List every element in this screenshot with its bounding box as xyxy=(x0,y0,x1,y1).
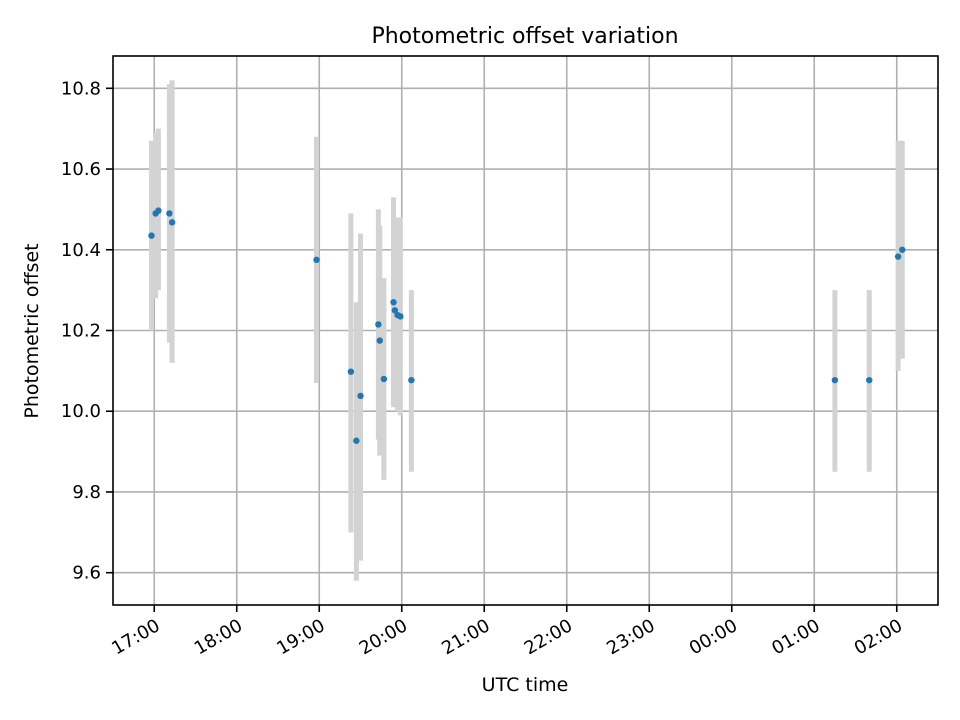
chart-title: Photometric offset variation xyxy=(371,24,678,49)
data-point xyxy=(166,210,173,217)
x-tick-label: 21:00 xyxy=(438,615,493,659)
point-layer xyxy=(148,207,906,444)
x-axis-label: UTC time xyxy=(482,674,569,696)
data-point xyxy=(899,246,906,253)
data-point xyxy=(155,207,162,214)
data-point xyxy=(357,392,364,400)
x-tick-label: 01:00 xyxy=(768,615,823,659)
data-point xyxy=(313,256,320,264)
data-point xyxy=(148,232,155,239)
data-point xyxy=(347,368,355,375)
y-tick-label: 9.6 xyxy=(72,563,101,584)
y-tick-label: 9.8 xyxy=(72,482,101,503)
data-point xyxy=(397,313,404,320)
y-tick-label: 10.4 xyxy=(61,240,101,261)
grid-layer xyxy=(113,56,938,605)
data-point xyxy=(408,376,415,384)
x-tick-label: 18:00 xyxy=(191,615,246,659)
data-point xyxy=(380,375,388,383)
y-tick-label: 10.6 xyxy=(61,159,101,180)
data-point xyxy=(894,253,902,260)
data-point xyxy=(168,219,176,226)
y-tick-label: 10.2 xyxy=(61,321,101,342)
x-tick-label: 23:00 xyxy=(603,615,658,659)
x-tick-label: 19:00 xyxy=(273,615,328,659)
data-point xyxy=(831,376,839,384)
x-tick-label: 17:00 xyxy=(108,615,163,659)
x-tick-label: 02:00 xyxy=(851,615,906,659)
data-point xyxy=(375,321,382,328)
x-tick-label: 22:00 xyxy=(521,615,576,659)
y-axis-label: Photometric offset xyxy=(21,243,43,418)
data-point xyxy=(390,299,397,306)
data-point xyxy=(376,337,383,344)
data-point xyxy=(391,307,399,314)
data-point xyxy=(866,376,873,384)
x-tick-label: 00:00 xyxy=(686,615,741,659)
x-tick-label: 20:00 xyxy=(356,615,411,659)
data-point xyxy=(353,437,360,444)
y-tick-label: 10.8 xyxy=(61,78,101,99)
y-tick-label: 10.0 xyxy=(61,401,101,422)
